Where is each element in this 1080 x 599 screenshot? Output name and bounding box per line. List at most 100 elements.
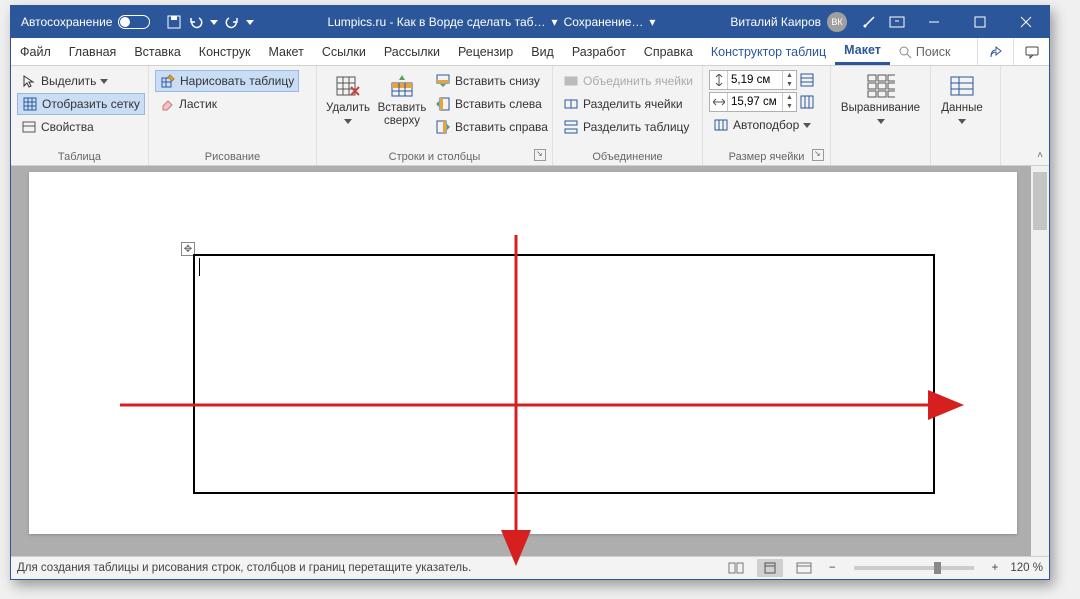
insert-above-button[interactable]: Вставитьсверху (377, 70, 427, 149)
draw-mode-icon[interactable] (861, 14, 877, 30)
page: ✥ (29, 172, 1017, 534)
tab-developer[interactable]: Разработ (563, 38, 635, 65)
insert-right-button[interactable]: Вставить справа (431, 116, 552, 138)
spinner[interactable]: ▲▼ (782, 93, 796, 111)
spinner[interactable]: ▲▼ (782, 71, 796, 89)
draw-table-button[interactable]: Нарисовать таблицу (155, 70, 299, 92)
insert-below-button[interactable]: Вставить снизу (431, 70, 552, 92)
tab-home[interactable]: Главная (60, 38, 126, 65)
view-gridlines-button[interactable]: Отобразить сетку (17, 93, 145, 115)
autosave-toggle[interactable]: Автосохранение (11, 15, 160, 29)
zoom-slider[interactable] (854, 566, 974, 570)
group-draw-label: Рисование (155, 149, 310, 163)
undo-icon[interactable] (188, 14, 204, 30)
merge-icon (563, 73, 579, 89)
close-button[interactable] (1003, 6, 1049, 38)
insert-below-label: Вставить снизу (455, 74, 540, 88)
maximize-button[interactable] (957, 6, 1003, 38)
comments-button[interactable] (1013, 38, 1049, 65)
tab-review[interactable]: Рецензир (449, 38, 522, 65)
dialog-launcher-icon[interactable] (534, 149, 546, 161)
group-alignment: Выравнивание (831, 66, 931, 165)
save-icon[interactable] (166, 14, 182, 30)
col-width-input[interactable]: ▲▼ (709, 92, 797, 112)
share-button[interactable] (977, 38, 1013, 65)
eraser-button[interactable]: Ластик (155, 93, 299, 115)
split-cells-icon (563, 96, 579, 112)
search-box[interactable]: Поиск (890, 38, 959, 65)
data-button[interactable]: Данные (937, 70, 987, 149)
tab-table-design[interactable]: Конструктор таблиц (702, 38, 835, 65)
group-draw: Нарисовать таблицу Ластик Рисование (149, 66, 317, 165)
user-area[interactable]: Виталий Каиров ВК (722, 12, 855, 32)
view-web-icon[interactable] (791, 559, 817, 577)
app-window: Автосохранение Lumpics.ru - Как в Ворде … (10, 5, 1050, 580)
cursor-icon (21, 73, 37, 89)
select-button[interactable]: Выделить (17, 70, 145, 92)
ribbon-display-icon[interactable] (889, 14, 905, 30)
distribute-rows-icon[interactable] (799, 72, 815, 88)
group-table-label: Таблица (17, 149, 142, 163)
table-cell[interactable] (193, 254, 935, 494)
pencil-table-icon (160, 73, 176, 89)
group-data: Данные (931, 66, 1001, 165)
insert-right-label: Вставить справа (455, 120, 548, 134)
tab-design[interactable]: Конструк (190, 38, 260, 65)
tab-insert[interactable]: Вставка (125, 38, 189, 65)
split-cells-button[interactable]: Разделить ячейки (559, 93, 697, 115)
undo-dropdown-icon[interactable] (210, 20, 218, 25)
autofit-button[interactable]: Автоподбор (709, 114, 815, 136)
ribbon-tabs: Файл Главная Вставка Конструк Макет Ссыл… (11, 38, 1049, 66)
document-canvas[interactable]: ✥ (11, 166, 1049, 556)
dropdown-icon (100, 79, 108, 84)
insert-left-button[interactable]: Вставить слева (431, 93, 552, 115)
zoom-value[interactable]: 120 % (1010, 562, 1043, 574)
tab-table-layout[interactable]: Макет (835, 38, 890, 65)
delete-button[interactable]: Удалить (323, 70, 373, 149)
collapse-ribbon-icon[interactable]: ˄ (1037, 150, 1043, 161)
qat-more-icon[interactable] (246, 20, 254, 25)
zoom-in-button[interactable]: + (988, 562, 1003, 574)
tab-file[interactable]: Файл (11, 38, 60, 65)
distribute-cols-icon[interactable] (799, 94, 815, 110)
row-height-input[interactable]: ▲▼ (709, 70, 797, 90)
group-cell-size: ▲▼ ▲▼ Автоподбор Размер ячейки (703, 66, 831, 165)
zoom-out-button[interactable]: − (825, 562, 840, 574)
draw-table-label: Нарисовать таблицу (180, 74, 294, 88)
dropdown-icon (877, 119, 885, 124)
insert-above-icon (388, 72, 416, 100)
split-table-icon (563, 119, 579, 135)
scrollbar-thumb[interactable] (1033, 172, 1047, 230)
split-table-button[interactable]: Разделить таблицу (559, 116, 697, 138)
insert-below-icon (435, 73, 451, 89)
zoom-thumb[interactable] (934, 562, 941, 574)
tab-references[interactable]: Ссылки (313, 38, 375, 65)
status-bar: Для создания таблицы и рисования строк, … (11, 556, 1049, 579)
col-width-field[interactable] (728, 93, 782, 111)
tab-help[interactable]: Справка (635, 38, 702, 65)
grid-icon (22, 96, 38, 112)
data-label: Данные (941, 102, 983, 114)
tab-mailings[interactable]: Рассылки (375, 38, 449, 65)
minimize-button[interactable] (911, 6, 957, 38)
row-height-field[interactable] (728, 71, 782, 89)
vertical-scrollbar[interactable] (1031, 166, 1049, 556)
tab-layout[interactable]: Макет (259, 38, 312, 65)
group-align-label (837, 149, 924, 163)
dialog-launcher-icon[interactable] (812, 149, 824, 161)
insert-left-icon (435, 96, 451, 112)
view-read-icon[interactable] (723, 559, 749, 577)
quick-access-toolbar (160, 14, 260, 30)
autofit-icon (713, 117, 729, 133)
alignment-button[interactable]: Выравнивание (837, 70, 924, 149)
split-table-label: Разделить таблицу (583, 120, 689, 134)
alignment-grid-icon (867, 72, 895, 100)
merge-cells-button: Объединить ячейки (559, 70, 697, 92)
properties-button[interactable]: Свойства (17, 116, 145, 138)
redo-icon[interactable] (224, 14, 240, 30)
view-print-icon[interactable] (757, 559, 783, 577)
tab-view[interactable]: Вид (522, 38, 563, 65)
toggle-switch-icon (118, 15, 150, 29)
dropdown-icon (803, 123, 811, 128)
properties-label: Свойства (41, 120, 94, 134)
